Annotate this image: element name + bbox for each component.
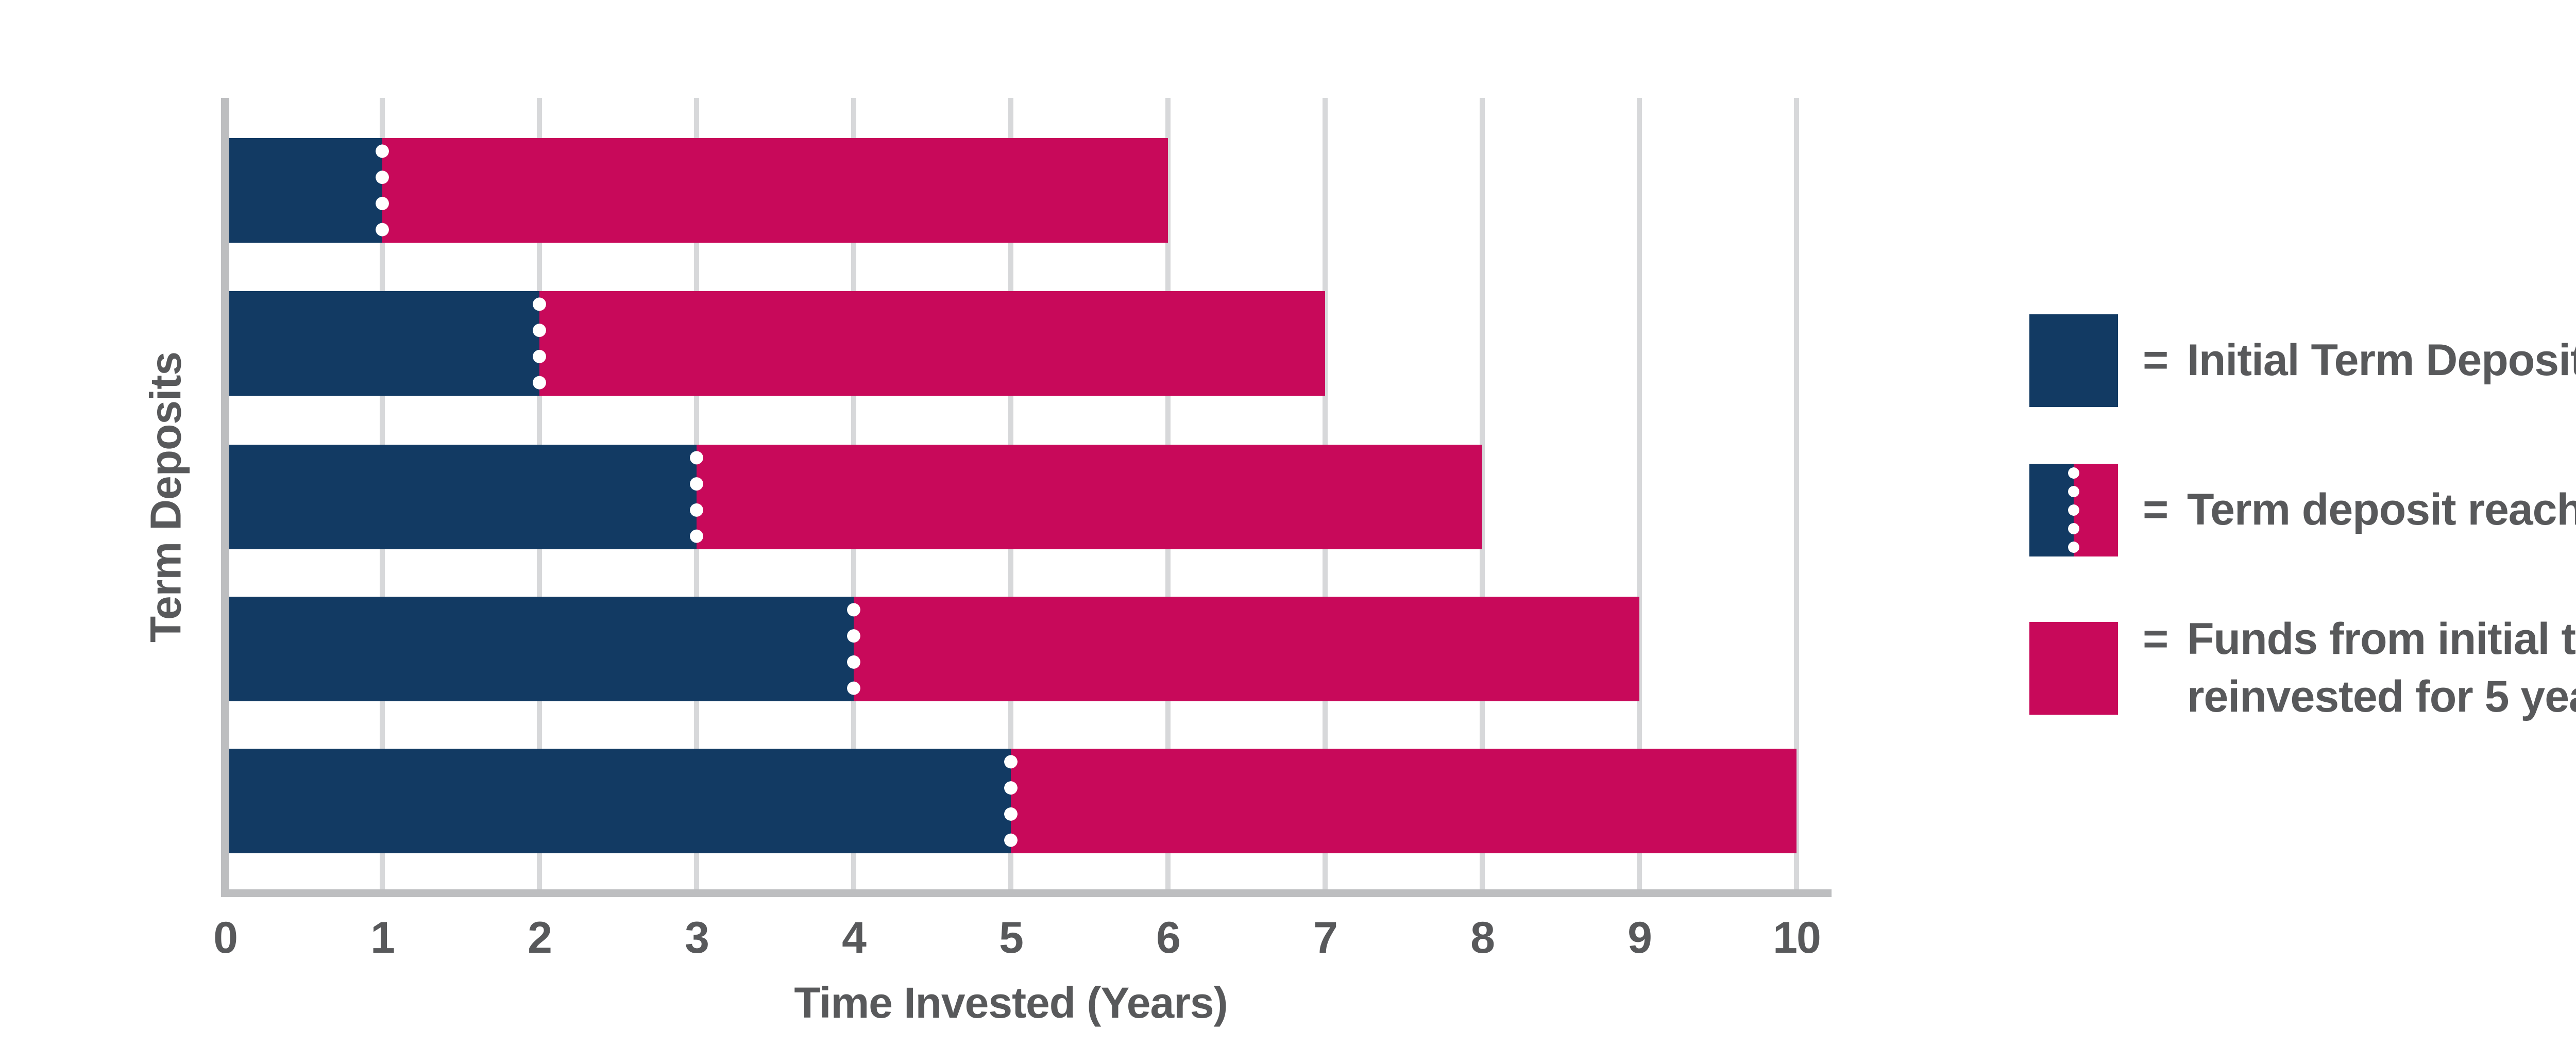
pink-half (2074, 464, 2118, 556)
x-tick-label-6: 6 (1156, 913, 1181, 963)
bar-row-term-deposit-4 (229, 597, 1639, 701)
gridline-year-10 (1794, 98, 1799, 889)
maturity-dotted-line-icon (2067, 464, 2080, 556)
legend-item-initial-deposit: = Initial Term Deposit (2029, 314, 2576, 407)
legend-label: = Funds from initial term deposit reinves… (2143, 611, 2576, 726)
reinvested-funds-segment (1011, 749, 1797, 853)
x-tick-label-5: 5 (999, 913, 1024, 963)
legend-item-reinvested: = Funds from initial term deposit reinves… (2029, 611, 2576, 726)
initial-term-deposit-segment (229, 138, 382, 243)
bar-row-term-deposit-5 (229, 749, 1797, 853)
navy-half (2029, 464, 2074, 556)
legend-label: = Initial Term Deposit (2143, 332, 2576, 390)
y-axis-line (221, 98, 229, 897)
x-tick-label-9: 9 (1628, 913, 1652, 963)
x-axis-line (221, 889, 1832, 897)
bar-row-term-deposit-3 (229, 445, 1482, 549)
x-tick-label-8: 8 (1470, 913, 1495, 963)
x-tick-label-10: 10 (1773, 913, 1821, 963)
initial-term-deposit-segment (229, 445, 697, 549)
bar-row-term-deposit-2 (229, 291, 1325, 396)
maturity-dotted-line (846, 597, 861, 701)
maturity-dotted-line (689, 445, 704, 549)
x-tick-label-4: 4 (842, 913, 867, 963)
pink-square-swatch (2029, 621, 2118, 715)
maturity-dotted-line (375, 138, 390, 243)
initial-term-deposit-segment (229, 749, 1011, 853)
bar-row-term-deposit-1 (229, 138, 1168, 243)
plot-area (221, 98, 1832, 897)
initial-term-deposit-segment (229, 597, 854, 701)
legend-label-line2: reinvested for 5 years (2187, 671, 2576, 721)
x-tick-label-1: 1 (370, 913, 395, 963)
x-tick-label-2: 2 (528, 913, 552, 963)
initial-term-deposit-segment (229, 291, 539, 396)
x-tick-label-0: 0 (213, 913, 238, 963)
legend-label-text: Initial Term Deposit (2187, 335, 2576, 385)
legend-item-maturity: = Term deposit reaches maturity (2029, 464, 2576, 556)
maturity-dotted-line (532, 291, 547, 396)
x-tick-label-3: 3 (685, 913, 709, 963)
equals-sign: = (2143, 614, 2168, 664)
legend-label: = Term deposit reaches maturity (2143, 481, 2576, 539)
reinvested-funds-segment (382, 138, 1168, 243)
gridline-year-8 (1480, 98, 1485, 889)
legend-label-text: Funds from initial term deposit (2187, 614, 2576, 664)
reinvested-funds-segment (697, 445, 1482, 549)
x-axis-title: Time Invested (Years) (794, 978, 1228, 1027)
equals-sign: = (2143, 335, 2168, 385)
equals-sign: = (2143, 485, 2168, 535)
maturity-dotted-line (1003, 749, 1019, 853)
x-tick-label-7: 7 (1313, 913, 1338, 963)
reinvested-funds-segment (854, 597, 1639, 701)
reinvested-funds-segment (539, 291, 1325, 396)
legend-label-line1: = Funds from initial term deposit (2143, 611, 2576, 668)
y-axis-title: Term Deposits (141, 351, 190, 643)
gridline-year-9 (1637, 98, 1642, 889)
split-square-swatch (2029, 464, 2118, 556)
legend-label-text: Term deposit reaches maturity (2187, 485, 2576, 535)
navy-square-swatch (2029, 314, 2118, 407)
